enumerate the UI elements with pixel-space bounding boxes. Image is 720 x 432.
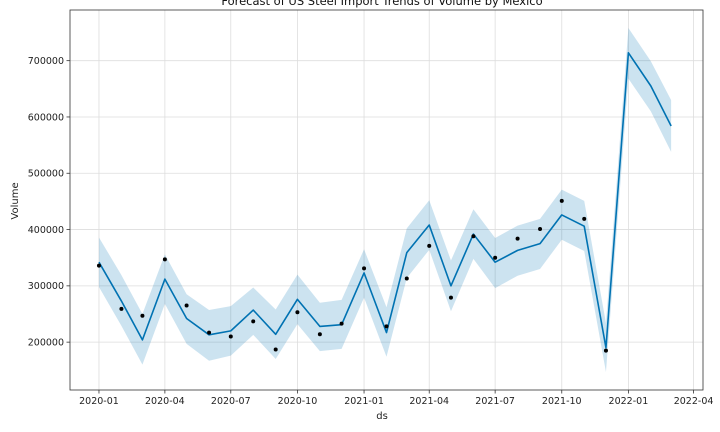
- observed-point: [404, 276, 409, 281]
- forecast-line: [98, 51, 672, 349]
- observed-point: [162, 257, 167, 262]
- observed-point: [384, 324, 389, 329]
- chart-title: Forecast of US Steel Import Trends of Vo…: [221, 0, 542, 8]
- y-axis-label: Volume: [10, 182, 21, 219]
- uncertainty-band: [98, 28, 672, 372]
- x-tick-label: 2022-01: [609, 396, 649, 407]
- observed-point: [184, 303, 189, 308]
- y-tick-label: 300000: [28, 281, 64, 292]
- y-tick-label: 600000: [28, 112, 64, 123]
- observed-point: [207, 330, 212, 335]
- x-tick-label: 2021-01: [344, 396, 384, 407]
- x-tick-label: 2020-04: [145, 396, 185, 407]
- observed-point: [493, 255, 498, 260]
- observed-point: [362, 266, 367, 271]
- observed-point: [582, 216, 587, 221]
- y-tick-label: 400000: [28, 225, 64, 236]
- observed-point: [295, 310, 300, 315]
- observed-point: [251, 319, 256, 324]
- observed-point: [140, 313, 145, 318]
- observed-point: [448, 295, 453, 300]
- x-axis-label: ds: [376, 411, 388, 422]
- observed-point: [603, 348, 608, 353]
- observed-series: [96, 198, 608, 353]
- x-tick-label: 2020-01: [79, 396, 119, 407]
- y-tick-label: 200000: [28, 337, 64, 348]
- observed-point: [515, 236, 520, 241]
- observed-point: [471, 234, 476, 239]
- x-axis: 2020-01 2020-04 2020-07 2020-10 2021-01 2021-…: [79, 390, 713, 407]
- observed-point: [339, 321, 344, 326]
- forecast-series: [98, 51, 672, 349]
- plot-frame: [69, 9, 704, 391]
- uncertainty-interval: [98, 28, 672, 372]
- y-axis: 200000 300000 400000 500000 600000 700000: [28, 56, 70, 348]
- observed-point: [559, 198, 564, 203]
- x-tick-label: 2020-07: [211, 396, 251, 407]
- observed-point: [273, 347, 278, 352]
- observed-point: [119, 306, 124, 311]
- observed-point: [427, 243, 432, 248]
- observed-point: [228, 334, 233, 339]
- y-tick-label: 700000: [28, 56, 64, 67]
- x-tick-label: 2021-07: [475, 396, 515, 407]
- plot-area: [69, 9, 704, 391]
- grid-lines: [70, 10, 703, 390]
- x-tick-label: 2021-04: [409, 396, 449, 407]
- x-tick-label: 2020-10: [278, 396, 318, 407]
- observed-point: [317, 332, 322, 337]
- y-tick-label: 500000: [28, 169, 64, 180]
- x-tick-label: 2021-10: [542, 396, 582, 407]
- observed-point: [96, 263, 101, 268]
- x-tick-label: 2022-04: [674, 396, 714, 407]
- observed-point: [538, 226, 543, 231]
